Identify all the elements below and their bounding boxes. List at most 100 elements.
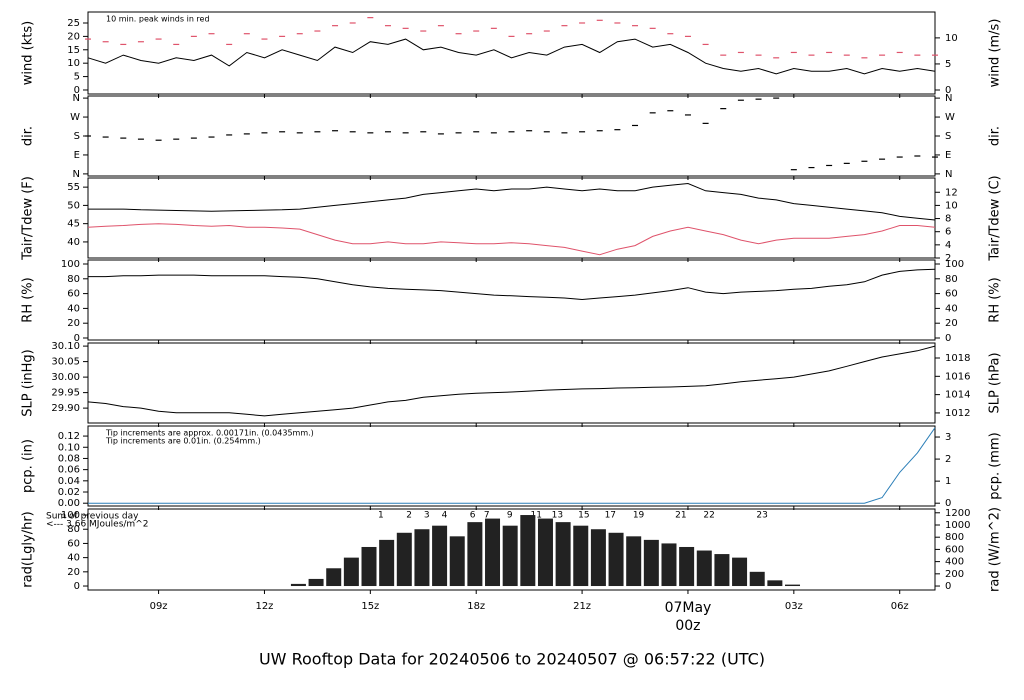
- bar: [608, 532, 624, 587]
- y2-tick-label: 1200: [945, 508, 970, 519]
- y-tick-label: 0.06: [58, 465, 80, 476]
- y-tick-label: 0.10: [58, 442, 80, 453]
- date-label: 07May: [665, 600, 712, 616]
- y-axis-label: SLP (inHg): [21, 349, 36, 417]
- hour-mark: 9: [507, 511, 513, 521]
- y-tick-label: 0.08: [58, 453, 80, 464]
- y2-tick-label: 10: [945, 33, 958, 44]
- bar: [696, 550, 712, 587]
- hour-mark: 21: [675, 511, 686, 521]
- y-tick-label: 0: [74, 85, 80, 96]
- y-tick-label: 55: [67, 182, 80, 193]
- y-tick-label: 60: [67, 538, 80, 549]
- y2-axis-label: SLP (hPa): [988, 352, 1003, 413]
- y-tick-label: W: [70, 112, 80, 123]
- chart-title: UW Rooftop Data for 20240506 to 20240507…: [259, 650, 765, 669]
- bar: [502, 525, 518, 587]
- bar: [379, 539, 395, 587]
- y2-tick-label: 80: [945, 274, 958, 285]
- y-tick-label: 80: [67, 274, 80, 285]
- y-tick-label: 30.00: [51, 372, 80, 383]
- bar: [679, 546, 695, 587]
- hour-mark: 4: [442, 511, 448, 521]
- y-tick-label: 20: [67, 318, 80, 329]
- y2-tick-label: 0: [945, 85, 951, 96]
- bar: [290, 583, 306, 587]
- x-tick-label: 09z: [150, 601, 168, 612]
- y-tick-label: 80: [67, 524, 80, 535]
- bar: [643, 539, 659, 587]
- hour-mark: 22: [703, 511, 714, 521]
- y-tick-label: 0.00: [58, 498, 80, 509]
- series-line: [88, 427, 936, 504]
- hour-mark: 1: [378, 511, 384, 521]
- y2-tick-label: 3: [945, 432, 951, 443]
- bar: [326, 568, 342, 587]
- y-tick-label: 100: [61, 259, 80, 270]
- bar: [432, 525, 448, 587]
- hour-mark: 11: [530, 511, 541, 521]
- panel-frame: [87, 425, 936, 507]
- bar: [361, 546, 377, 587]
- y2-axis-label: RH (%): [988, 277, 1003, 322]
- y-tick-label: 45: [67, 219, 80, 230]
- y-tick-label: 40: [67, 553, 80, 564]
- x-tick-label: 03z: [785, 601, 803, 612]
- y2-tick-label: 2: [945, 454, 951, 465]
- y-tick-label: 50: [67, 200, 80, 211]
- series-line: [88, 182, 936, 221]
- y-tick-label: 20: [67, 567, 80, 578]
- y-tick-label: 100: [61, 510, 80, 521]
- y2-axis-label: pcp. (mm): [988, 432, 1003, 499]
- y-axis-label: wind (kts): [21, 21, 36, 85]
- y-axis-label: rad(Lgly/hr): [21, 511, 36, 587]
- y-tick-label: 5: [74, 72, 80, 83]
- hour-mark: 15: [578, 511, 589, 521]
- y-tick-label: 0.04: [58, 476, 80, 487]
- annotation: Tip increments are approx. 0.00171in. (0…: [105, 429, 314, 438]
- y2-tick-label: 8: [945, 214, 951, 225]
- bar: [414, 529, 430, 587]
- annotation: Tip increments are 0.01in. (0.254mm.): [105, 437, 261, 446]
- y2-tick-label: 1016: [945, 371, 970, 382]
- y2-axis-label: Tair/Tdew (C): [988, 175, 1003, 261]
- hour-mark: 17: [605, 511, 616, 521]
- panel-frame: [87, 11, 936, 95]
- y2-tick-label: S: [945, 131, 951, 142]
- y2-axis-label: dir.: [988, 126, 1003, 146]
- y2-tick-label: 800: [945, 532, 964, 543]
- y-axis-label: dir.: [21, 126, 36, 146]
- series-line: [87, 345, 936, 417]
- panel-frame: [87, 342, 936, 424]
- y2-tick-label: 400: [945, 557, 964, 568]
- y-axis-label: pcp. (in): [21, 439, 36, 493]
- bar: [714, 554, 730, 587]
- panel-frame: [87, 177, 936, 259]
- y-tick-label: 20: [67, 31, 80, 42]
- y2-axis-label: rad (W/m^2): [988, 507, 1003, 592]
- y-tick-label: 15: [67, 45, 80, 56]
- y2-axis-label: wind (m/s): [988, 19, 1003, 88]
- bar: [449, 536, 465, 587]
- x-tick-label: 12z: [255, 601, 273, 612]
- y2-tick-label: 5: [945, 59, 951, 70]
- x-tick-label: 15z: [361, 601, 379, 612]
- y-tick-label: 29.90: [51, 403, 80, 414]
- y2-tick-label: 0: [945, 498, 951, 509]
- x-tick-label: 06z: [891, 601, 909, 612]
- annotation: 10 min. peak winds in red: [106, 15, 210, 24]
- y2-tick-label: 1000: [945, 520, 970, 531]
- y2-tick-label: 0: [945, 581, 951, 592]
- bar: [767, 580, 783, 587]
- y2-tick-label: 60: [945, 289, 958, 300]
- y-tick-label: E: [74, 150, 80, 161]
- y2-tick-label: 40: [945, 303, 958, 314]
- x-tick-label: 00z: [675, 618, 700, 634]
- hour-mark: 3: [424, 511, 430, 521]
- y2-tick-label: 1018: [945, 353, 970, 364]
- y-tick-label: 30.05: [51, 357, 80, 368]
- y-tick-label: 30.10: [51, 341, 80, 352]
- y2-tick-label: 200: [945, 569, 964, 580]
